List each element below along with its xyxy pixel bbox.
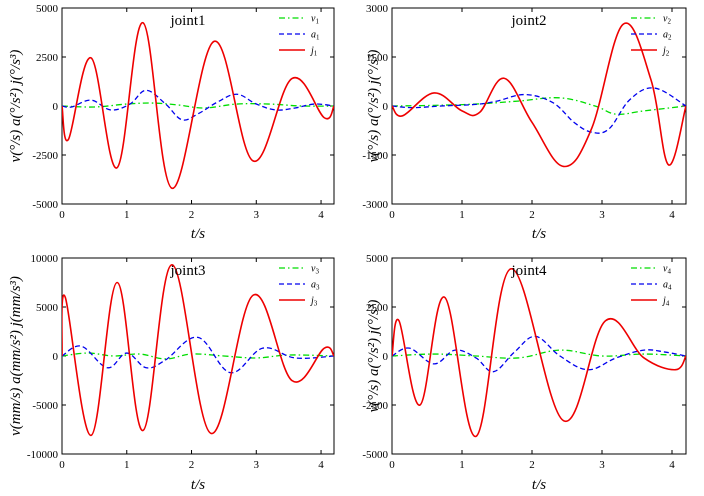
x-tick-label: 2 xyxy=(189,459,195,471)
x-axis-label: t/s xyxy=(191,226,205,242)
y-tick-label: 1500 xyxy=(366,52,389,64)
x-tick-label: 3 xyxy=(599,209,605,221)
legend-entry-a3: a3 xyxy=(311,280,320,292)
x-axis-label: t/s xyxy=(532,477,546,493)
series-group xyxy=(392,267,686,438)
series-group xyxy=(62,264,334,437)
series-line-a3 xyxy=(62,336,334,374)
x-tick-label: 1 xyxy=(124,459,130,471)
y-tick-label: 0 xyxy=(383,351,389,363)
y-tick-label: 2500 xyxy=(36,52,59,64)
y-tick-label: 5000 xyxy=(36,302,59,314)
y-axis-label: v(°/s) a(°/s²) j(°/s³) xyxy=(8,50,24,163)
y-tick-label: 0 xyxy=(383,101,389,113)
x-tick-label: 1 xyxy=(459,209,465,221)
legend-entry-v4: v4 xyxy=(663,264,671,276)
x-tick-label: 1 xyxy=(124,209,130,221)
legend-entry-a1: a1 xyxy=(311,30,320,42)
y-tick-label: 2500 xyxy=(366,302,389,314)
series-line-j3 xyxy=(62,264,334,437)
x-tick-label: 4 xyxy=(318,459,324,471)
legend-entry-j3: j3 xyxy=(309,296,318,308)
y-tick-label: 5000 xyxy=(36,3,59,15)
series-group xyxy=(62,21,334,190)
x-tick-label: 1 xyxy=(459,459,465,471)
chart-2: 0 1 2 3 4 3000 1500 0 -1500 -3000 joint2 v2 a2 j2 t/s v… xyxy=(362,3,687,242)
chart-title: joint3 xyxy=(169,263,205,279)
x-tick-label: 2 xyxy=(529,459,535,471)
y-tick-label: 3000 xyxy=(366,3,389,15)
y-axis-label: v(°/s) a(°/s²) j(°/s³) xyxy=(366,300,382,413)
x-tick-label: 4 xyxy=(669,459,675,471)
legend-entry-j4: j4 xyxy=(661,296,670,308)
y-tick-label: -2500 xyxy=(362,400,388,412)
y-tick-label: 10000 xyxy=(31,253,59,265)
series-line-j2 xyxy=(392,22,686,168)
chart-1: 0 1 2 3 4 5000 2500 0 -2500 -5000 joint1 v1 a1 j1 t/s v… xyxy=(8,3,335,242)
x-tick-label: 2 xyxy=(189,209,195,221)
series-line-a1 xyxy=(62,89,334,121)
x-axis-label: t/s xyxy=(191,477,205,493)
chart-title: joint1 xyxy=(169,13,205,29)
plot-frame xyxy=(61,257,335,455)
x-tick-label: 3 xyxy=(599,459,605,471)
legend-entry-v3: v3 xyxy=(311,264,319,276)
series-line-j4 xyxy=(392,267,686,438)
chart-3: 0 1 2 3 4 10000 5000 0 -5000 -10000 joint3 v3 a3 j3 t/… xyxy=(8,253,335,493)
series-line-v4 xyxy=(392,349,686,359)
y-tick-label: 0 xyxy=(53,101,59,113)
x-axis-label: t/s xyxy=(532,226,546,242)
series-line-v2 xyxy=(392,97,686,115)
chart-title: joint4 xyxy=(510,263,547,279)
series-line-v3 xyxy=(62,352,334,360)
series-line-j1 xyxy=(62,21,334,190)
legend-entry-j1: j1 xyxy=(309,46,318,58)
x-tick-label: 0 xyxy=(389,459,395,471)
legend-entry-a4: a4 xyxy=(663,280,672,292)
x-tick-label: 3 xyxy=(254,459,260,471)
y-tick-label: -3000 xyxy=(362,199,388,211)
y-tick-label: -5000 xyxy=(32,199,58,211)
y-axis-label: v(mm/s) a(mm/s²) j(mm/s³) xyxy=(8,276,24,436)
x-tick-label: 2 xyxy=(529,209,535,221)
x-tick-label: 3 xyxy=(254,209,260,221)
legend-entry-v2: v2 xyxy=(663,14,671,26)
y-tick-label: -5000 xyxy=(362,449,388,461)
legend-entry-a2: a2 xyxy=(663,30,672,42)
y-tick-label: -10000 xyxy=(27,449,59,461)
y-tick-label: -1500 xyxy=(362,150,388,162)
y-tick-label: -5000 xyxy=(32,400,58,412)
series-line-a4 xyxy=(392,335,686,373)
series-line-a2 xyxy=(392,87,686,134)
x-tick-label: 4 xyxy=(318,209,324,221)
y-tick-label: 0 xyxy=(53,351,59,363)
y-tick-label: -2500 xyxy=(32,150,58,162)
legend-entry-v1: v1 xyxy=(311,14,319,26)
chart-title: joint2 xyxy=(510,13,546,29)
x-tick-label: 0 xyxy=(59,459,65,471)
x-tick-label: 0 xyxy=(389,209,395,221)
series-group xyxy=(392,22,686,168)
x-tick-label: 4 xyxy=(669,209,675,221)
x-tick-label: 0 xyxy=(59,209,65,221)
y-axis-label: v(°/s) a(°/s²) j(°/s³) xyxy=(366,50,382,163)
y-tick-label: 5000 xyxy=(366,253,389,265)
chart-4: 0 1 2 3 4 5000 2500 0 -2500 -5000 joint4 v4 a4 j4 t/s v… xyxy=(362,253,687,493)
legend-entry-j2: j2 xyxy=(661,46,670,58)
